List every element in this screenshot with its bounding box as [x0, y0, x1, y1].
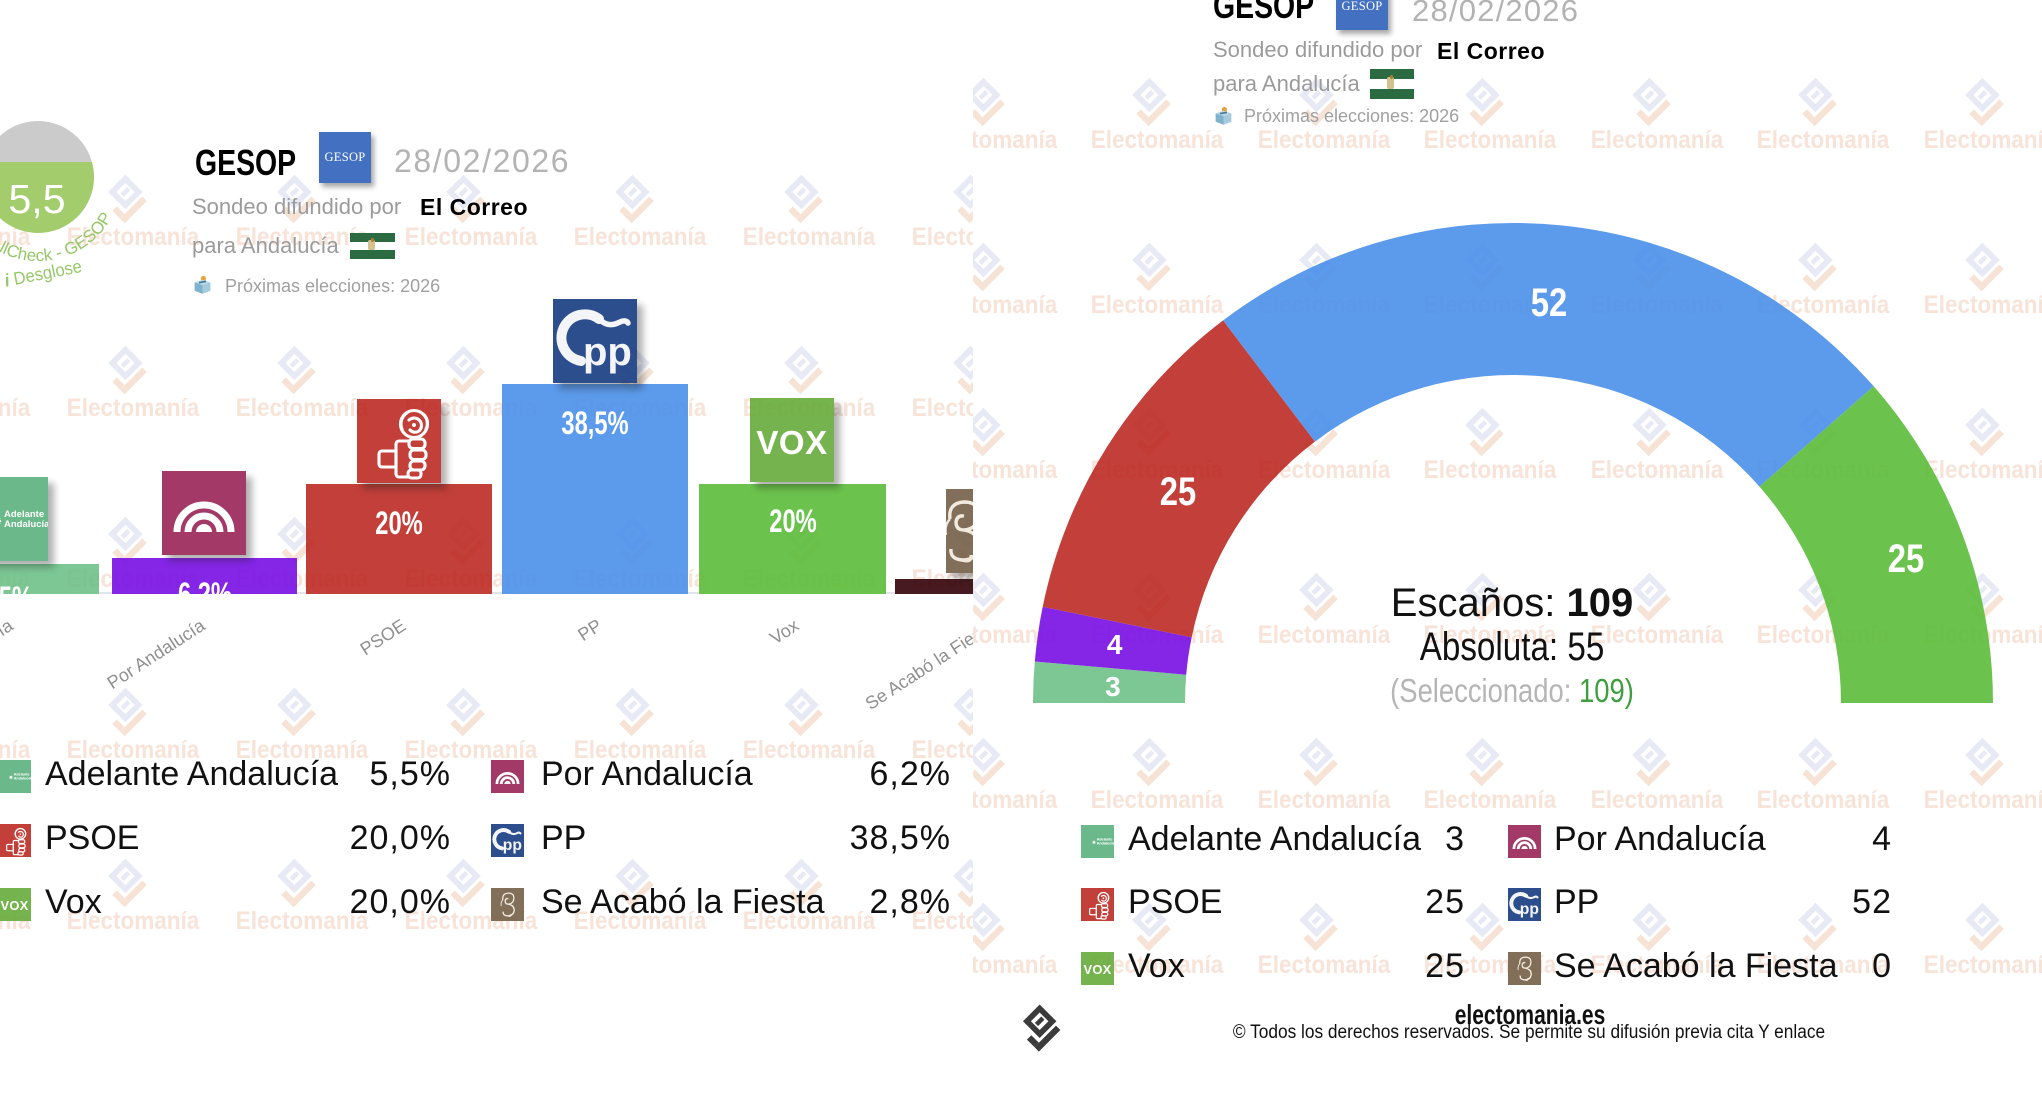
svg-text:Andalucía: Andalucía [1097, 842, 1114, 846]
svg-text:VOX: VOX [1, 898, 29, 913]
svg-text:Adelante: Adelante [4, 509, 44, 520]
svg-text:llCheck - GESOP: llCheck - GESOP [0, 209, 116, 265]
svg-text:Adelante: Adelante [1097, 838, 1113, 842]
svg-text:pp: pp [503, 837, 522, 854]
svg-text:Adelante: Adelante [14, 773, 30, 777]
svg-text:Andalucía: Andalucía [4, 519, 48, 530]
svg-text:pp: pp [583, 330, 632, 374]
svg-text:Andalucía: Andalucía [14, 777, 31, 781]
svg-text:VOX: VOX [1084, 962, 1112, 977]
svg-text:VOX: VOX [756, 424, 827, 461]
svg-text:pp: pp [1520, 901, 1539, 918]
